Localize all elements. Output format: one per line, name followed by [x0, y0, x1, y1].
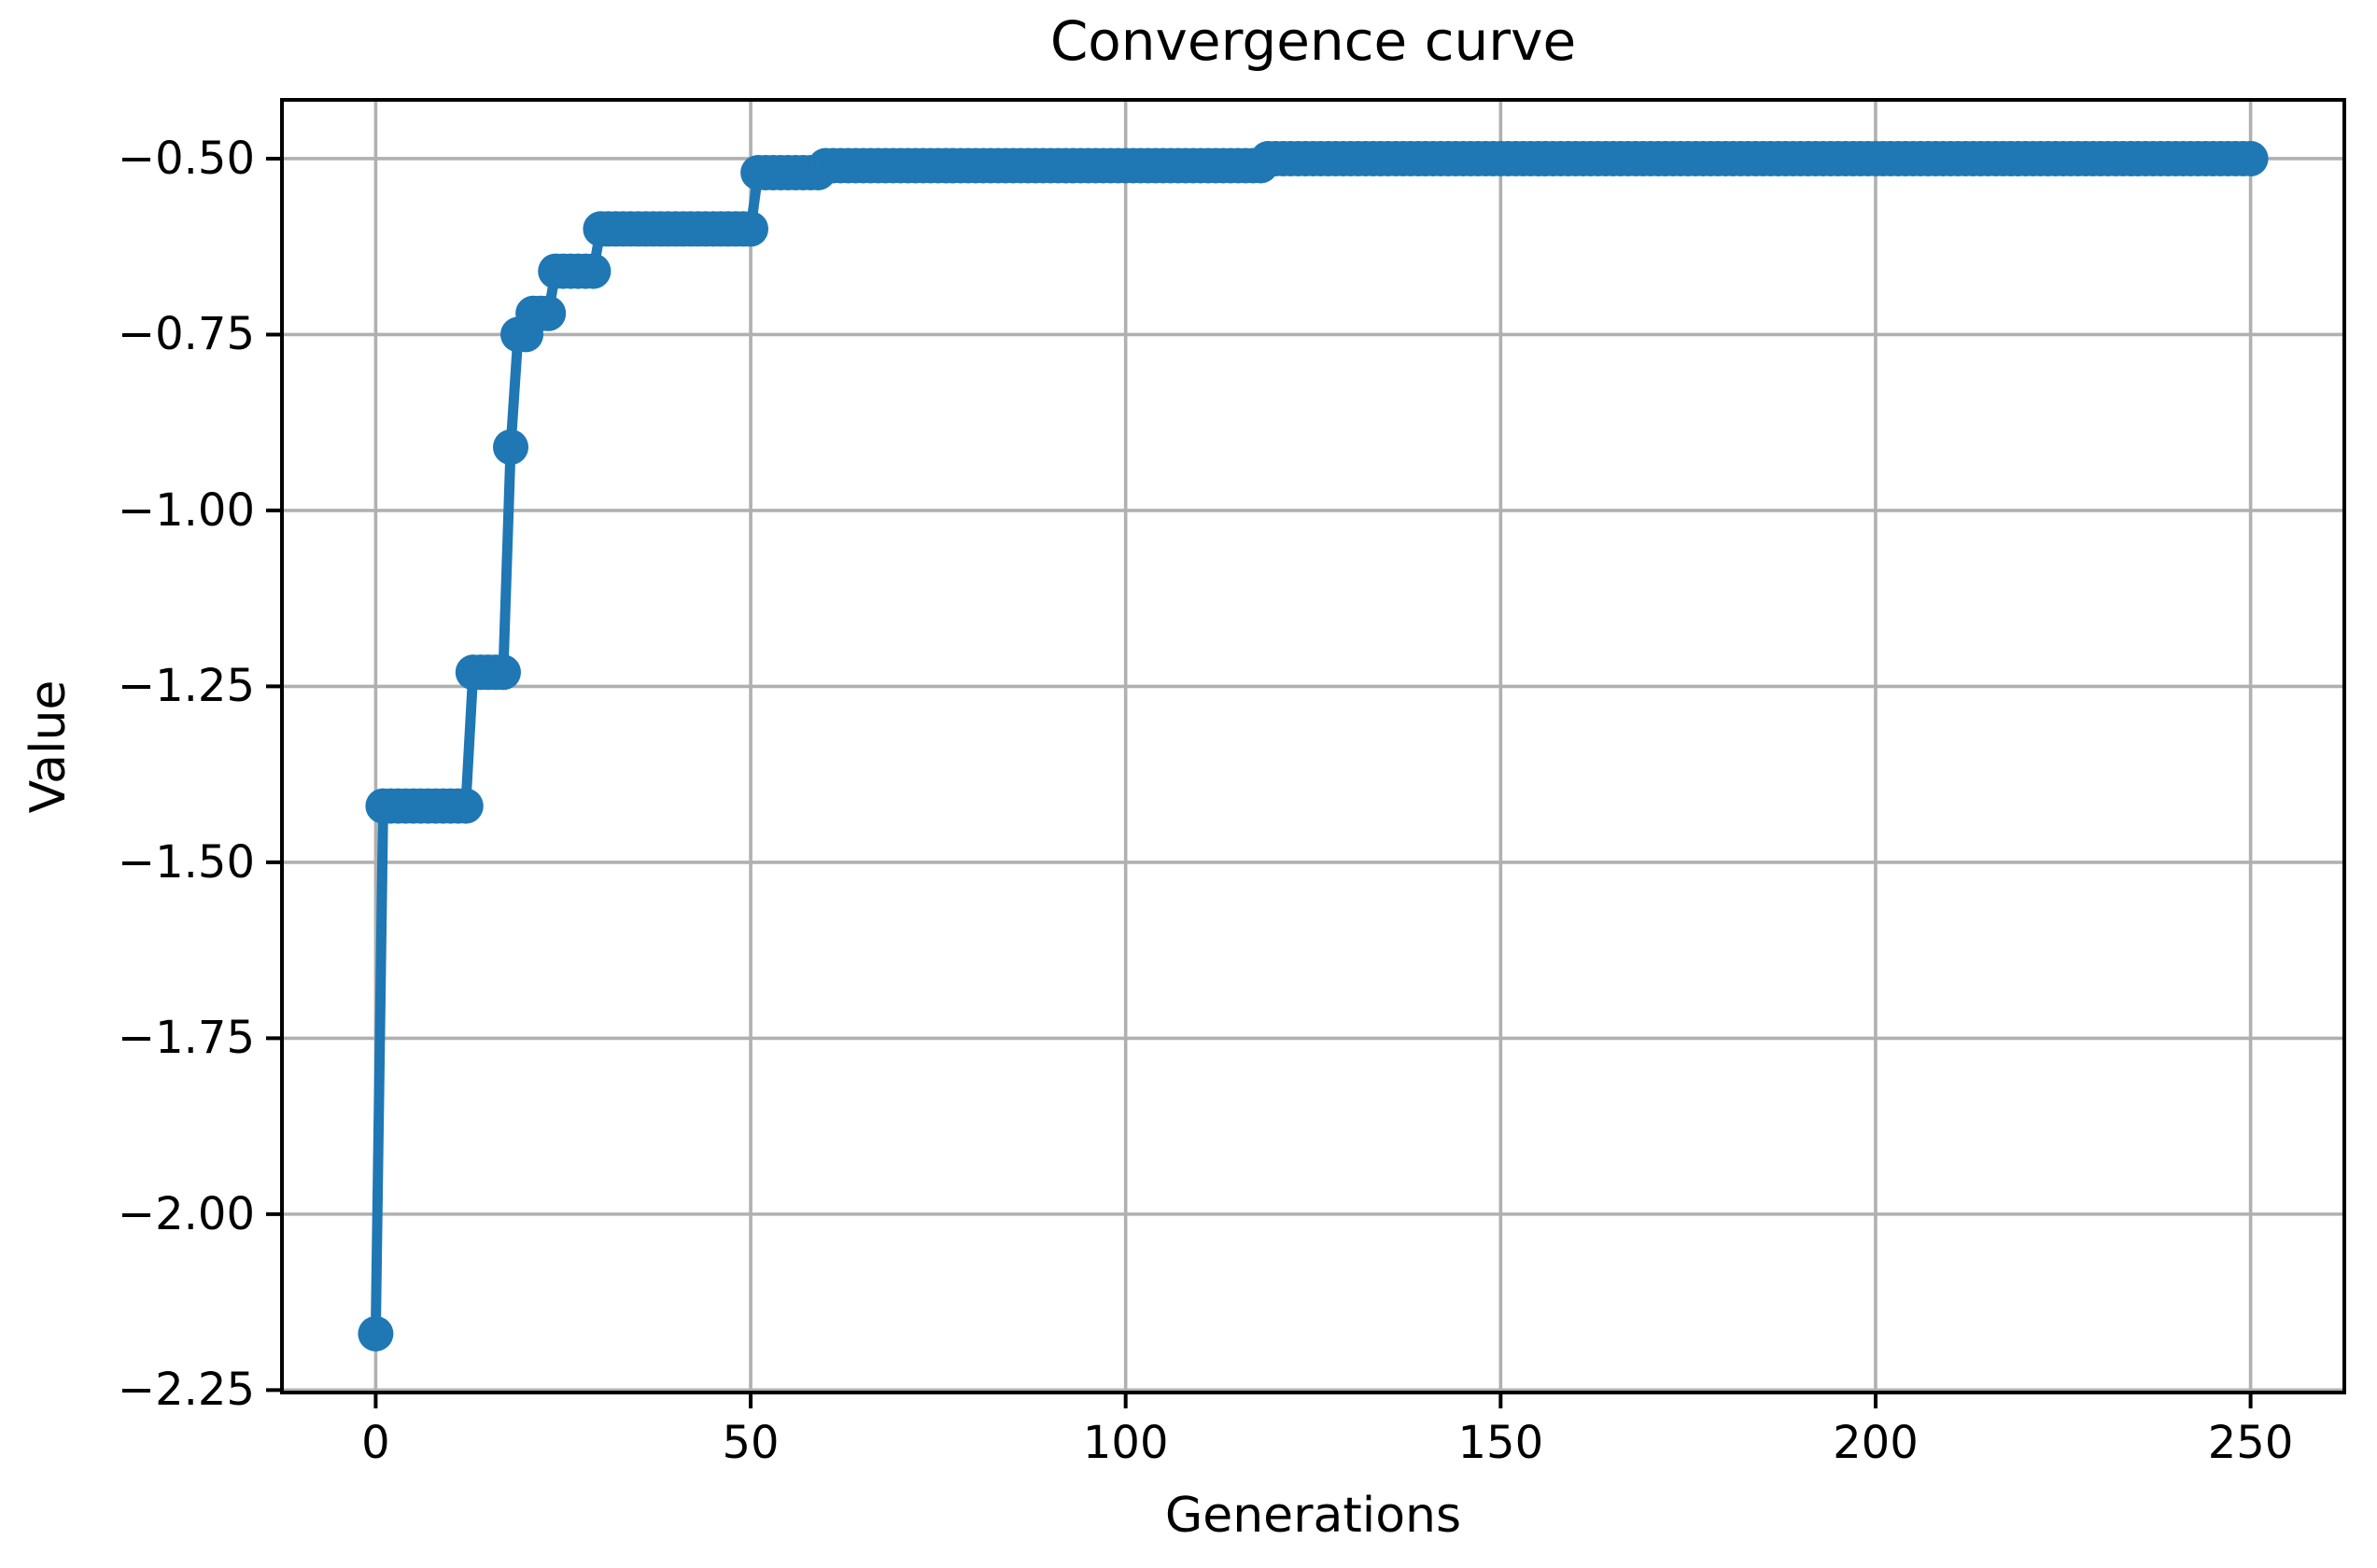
- x-tick-label-0: 0: [361, 1417, 390, 1469]
- convergence-series: [358, 141, 2269, 1351]
- x-tick-label-200: 200: [1833, 1417, 1919, 1469]
- data-point-marker: [733, 211, 768, 247]
- data-point-marker: [575, 253, 612, 289]
- data-point-marker: [447, 788, 484, 824]
- y-tick-label-−1.25: −1.25: [117, 660, 255, 713]
- y-tick-label-−1.00: −1.00: [117, 483, 255, 537]
- data-point-marker: [493, 429, 528, 466]
- gridlines: [282, 100, 2344, 1393]
- chart-title: Convergence curve: [1049, 9, 1577, 73]
- data-point-marker: [2232, 141, 2269, 176]
- y-tick-label-−1.50: −1.50: [117, 835, 255, 889]
- x-tick-label-50: 50: [722, 1417, 780, 1469]
- x-axis-label: Generations: [1164, 1488, 1462, 1544]
- axes-frame: [280, 98, 2346, 1394]
- data-point-marker: [485, 654, 521, 691]
- y-tick-label-−2.25: −2.25: [117, 1364, 255, 1417]
- axis-tick-marks: [266, 156, 2253, 1408]
- y-tick-label-−0.50: −0.50: [117, 132, 255, 185]
- y-tick-label-−1.75: −1.75: [117, 1012, 255, 1065]
- x-tick-label-250: 250: [2207, 1417, 2294, 1469]
- x-tick-label-100: 100: [1082, 1417, 1169, 1469]
- x-tick-label-150: 150: [1457, 1417, 1544, 1469]
- y-tick-label-−0.75: −0.75: [117, 308, 255, 361]
- y-tick-label-−2.00: −2.00: [117, 1187, 255, 1240]
- data-point-marker: [358, 1316, 394, 1351]
- data-point-marker: [530, 295, 567, 331]
